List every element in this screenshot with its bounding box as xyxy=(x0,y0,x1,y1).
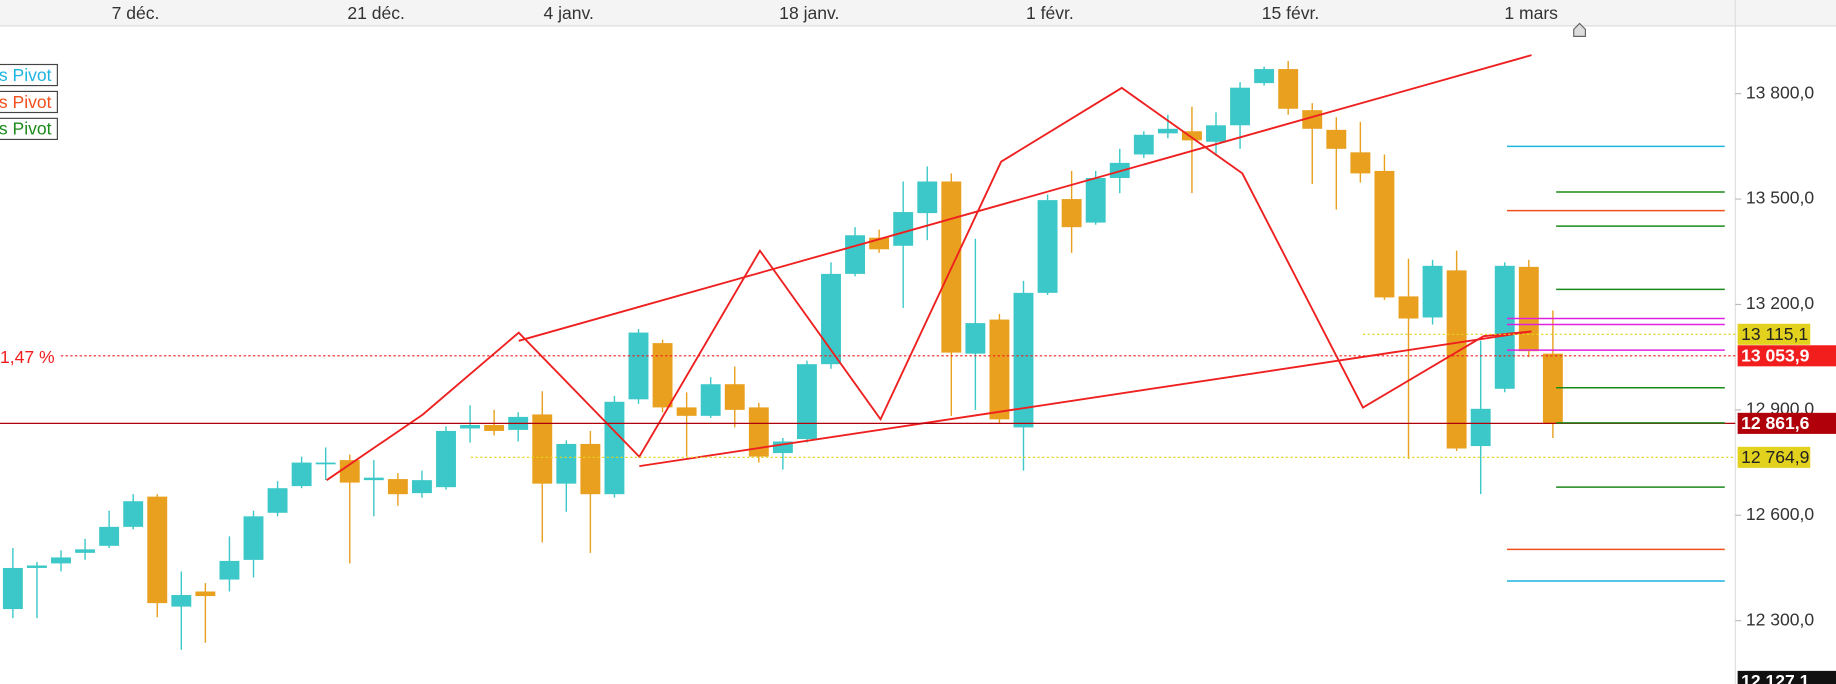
candle-body xyxy=(869,237,890,250)
candle-body xyxy=(1181,131,1202,141)
candle-body xyxy=(1518,266,1539,352)
candle-body xyxy=(195,591,216,597)
price-tag xyxy=(1737,670,1836,684)
candle-body xyxy=(580,443,601,495)
candle-body xyxy=(26,565,47,568)
legend-label: s Pivot xyxy=(0,119,52,139)
candle-body xyxy=(75,549,96,553)
candle-body xyxy=(1494,265,1515,389)
y-tick-label: 13 200,0 xyxy=(1746,293,1815,313)
candle-body xyxy=(556,443,577,484)
candle-body xyxy=(436,430,456,488)
candle-body xyxy=(363,477,384,481)
candle-body xyxy=(1206,125,1226,142)
candle-body xyxy=(99,526,120,546)
candle-body xyxy=(1061,199,1082,228)
x-tick-label: 4 janv. xyxy=(543,3,593,23)
candle-body xyxy=(484,424,505,431)
candle-body xyxy=(1470,408,1491,447)
x-tick-label: 1 févr. xyxy=(1026,3,1074,23)
candle-body xyxy=(219,560,240,580)
candle-body xyxy=(1422,265,1443,318)
candle-body xyxy=(748,407,769,457)
candle-body xyxy=(965,323,986,354)
candle-body xyxy=(123,501,144,527)
candle-body xyxy=(387,479,408,495)
candle-body xyxy=(51,557,71,564)
percent-label: 1,47 % xyxy=(0,347,55,367)
candle-body xyxy=(917,181,938,214)
candle-body xyxy=(243,516,264,560)
candle-body xyxy=(1326,129,1347,149)
candle-body xyxy=(724,384,745,410)
zigzag xyxy=(326,86,1532,481)
candle-body xyxy=(796,364,817,440)
x-tick-label: 15 févr. xyxy=(1262,3,1320,23)
candle-body xyxy=(1230,87,1251,126)
candle-body xyxy=(2,567,23,610)
candle-body xyxy=(411,480,432,494)
home-icon[interactable] xyxy=(1573,22,1587,37)
candle-body xyxy=(460,424,481,429)
y-tick-label: 12 600,0 xyxy=(1746,504,1815,524)
x-tick-label: 21 déc. xyxy=(347,3,405,23)
legend-label: s Pivot xyxy=(0,92,52,112)
y-tick-label: 13 800,0 xyxy=(1746,82,1815,102)
y-tick-label: 12 300,0 xyxy=(1746,609,1815,629)
candle-body xyxy=(845,235,866,274)
price-tag xyxy=(1737,446,1811,468)
candle-body xyxy=(171,595,192,607)
candle-body xyxy=(1374,170,1395,298)
candles xyxy=(2,60,1563,650)
candle-body xyxy=(676,407,697,416)
x-tick-label: 7 déc. xyxy=(112,3,160,23)
candle-body xyxy=(700,384,721,416)
price-tag-label: 13 053,9 xyxy=(1741,346,1810,366)
price-tag-label: 12 861,6 xyxy=(1741,413,1810,433)
y-tick-label: 13 500,0 xyxy=(1746,188,1815,208)
candle-body xyxy=(604,401,625,495)
legend-box xyxy=(0,63,58,87)
candle-body xyxy=(1133,134,1154,155)
candle-body xyxy=(339,460,360,483)
candle-body xyxy=(989,319,1010,420)
candle-body xyxy=(1542,353,1563,424)
trend-line xyxy=(639,330,1532,468)
x-tick-label: 1 mars xyxy=(1504,3,1558,23)
candle-body xyxy=(532,414,553,484)
price-tag-label: 12 764,9 xyxy=(1741,447,1809,467)
price-tag xyxy=(1737,345,1836,367)
candle-body xyxy=(893,212,914,246)
candle-body xyxy=(147,496,168,604)
candle-body xyxy=(628,332,649,400)
price-tag xyxy=(1737,323,1811,345)
x-tick-label: 18 janv. xyxy=(779,3,839,23)
candle-body xyxy=(772,441,793,454)
candle-body xyxy=(1350,152,1371,174)
candle-body xyxy=(1278,69,1299,109)
legend-box xyxy=(0,117,58,141)
candle-body xyxy=(1254,69,1275,84)
candle-body xyxy=(1398,296,1419,319)
legend-box xyxy=(0,90,58,114)
candle-body xyxy=(1085,177,1106,223)
time-axis-band xyxy=(0,0,1836,26)
candle-body xyxy=(1446,270,1467,449)
candle-body xyxy=(315,462,336,465)
candle-body xyxy=(1037,200,1058,293)
price-tag-label: 12 127,1 xyxy=(1741,671,1810,684)
candle-body xyxy=(1013,292,1034,428)
drawings xyxy=(326,54,1532,481)
trend-line xyxy=(518,54,1532,342)
candle-body xyxy=(652,343,673,408)
price-tag-label: 13 115,1 xyxy=(1741,324,1808,344)
price-tag xyxy=(1737,412,1836,434)
candle-body xyxy=(291,462,312,487)
candle-body xyxy=(267,488,288,513)
legend-label: s Pivot xyxy=(0,65,52,85)
candle-body xyxy=(1157,128,1178,134)
